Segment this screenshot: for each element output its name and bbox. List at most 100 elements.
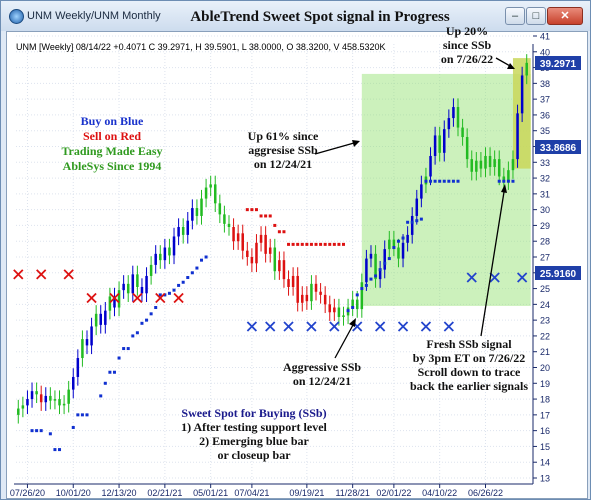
stop-dot-red: [337, 242, 341, 246]
stop-dot-red: [305, 242, 309, 246]
x-tick-label: 11/28/21: [335, 488, 369, 498]
stop-dot-blue: [58, 448, 62, 452]
candle-body: [378, 269, 382, 280]
candle-body: [420, 184, 423, 199]
price-tag-low-box: [535, 266, 581, 280]
y-tick-label: 25: [540, 284, 550, 294]
stop-dot-red: [268, 214, 272, 218]
stop-dot-blue: [511, 179, 515, 183]
sweet-spot-line3: or closeup bar: [217, 448, 291, 462]
candle-body: [195, 208, 199, 216]
stop-dot-blue: [447, 179, 451, 183]
candle-body: [360, 282, 364, 310]
x-mark-blue: [397, 321, 409, 332]
candle-body: [117, 290, 121, 308]
candle-body: [62, 403, 66, 406]
stop-dot-blue: [76, 413, 80, 417]
candle-body: [49, 395, 52, 401]
stop-dot-blue: [369, 277, 373, 281]
x-tick-label: 04/10/22: [422, 488, 457, 498]
candle-body: [90, 326, 93, 346]
app-icon: [9, 9, 24, 24]
stop-dot-blue: [131, 334, 135, 338]
stop-dot-blue: [30, 429, 34, 433]
candle-body: [17, 408, 20, 415]
x-mark-red-stroke: [13, 269, 24, 280]
x-mark-blue-stroke: [246, 321, 258, 332]
x-mark-blue-stroke: [516, 272, 528, 283]
candle-body: [71, 376, 75, 390]
candle-body: [39, 394, 43, 403]
stop-dot-blue: [401, 236, 405, 240]
candle-body: [433, 135, 437, 156]
sweet-spot-line2: 2) Emerging blue bar: [199, 434, 309, 448]
candle-body: [241, 233, 244, 251]
x-tick-label: 07/26/20: [10, 488, 45, 498]
stop-dot-red: [332, 242, 336, 246]
x-mark-red: [63, 269, 74, 280]
stop-dot-blue: [497, 179, 501, 183]
stop-dot-blue: [419, 217, 423, 221]
candle-body: [507, 170, 510, 182]
candle-body: [282, 260, 286, 280]
candle-body: [136, 274, 139, 287]
candle-body: [186, 220, 190, 235]
candle-body: [479, 160, 483, 169]
x-mark-red-stroke: [86, 292, 97, 304]
stop-dot-blue: [163, 293, 167, 297]
x-mark-blue-stroke: [265, 321, 276, 332]
price-tag-last: 39.2971: [535, 56, 581, 70]
candle-body: [488, 155, 492, 168]
y-tick-label: 40: [540, 47, 550, 57]
candle-body: [264, 234, 267, 254]
candle-body: [140, 286, 144, 294]
stop-dot-blue: [53, 448, 57, 452]
candle-body: [122, 283, 125, 291]
chart-frame[interactable]: [6, 31, 588, 499]
candle-body: [85, 339, 89, 346]
stop-dot-blue: [438, 179, 442, 183]
candle-body: [35, 391, 38, 395]
candle-body: [67, 389, 70, 404]
maximize-button[interactable]: □: [526, 7, 546, 25]
annotation-up61-line1: Up 61% since: [248, 129, 319, 143]
price-tag-low: 25.9160: [535, 266, 581, 280]
title-bar[interactable]: UNM Weekly/UNM Monthly – □ ✕: [1, 1, 590, 31]
annotation-up61-line3: on 12/24/21: [254, 157, 312, 171]
close-button[interactable]: ✕: [547, 7, 583, 25]
candle-body: [227, 223, 231, 228]
y-tick-label: 33: [540, 158, 550, 168]
grid-lines: [16, 35, 532, 484]
stop-dot-red: [250, 208, 254, 212]
annotation-fresh-line3: Scroll down to trace: [418, 365, 521, 379]
minimize-button[interactable]: –: [505, 7, 525, 25]
candle-body: [232, 227, 235, 242]
candle-body: [21, 405, 25, 409]
candle-body: [94, 313, 98, 327]
candle-body: [365, 258, 368, 283]
annotation-aggressive: Aggressive SSb on 12/24/21: [283, 360, 361, 388]
candle-body: [429, 155, 432, 177]
candle-body: [172, 236, 176, 256]
x-mark-red-stroke: [173, 292, 184, 304]
candle-body: [204, 187, 208, 199]
candle-body: [273, 247, 277, 272]
y-tick-label: 24: [540, 300, 550, 310]
stop-dot-blue: [502, 179, 506, 183]
stop-dot-red: [254, 208, 258, 212]
x-mark-red: [109, 292, 120, 304]
candle-body: [520, 75, 524, 114]
candle-body: [213, 184, 217, 204]
highlight-layer: [361, 58, 531, 306]
x-mark-blue-stroke: [489, 272, 500, 283]
arrow-fresh-head: [501, 184, 507, 193]
annotation-up20-line2: since SSb: [443, 38, 492, 52]
candle-body: [149, 264, 153, 276]
price-tag-last-text: 39.2971: [540, 59, 577, 70]
stop-dot-blue: [85, 413, 89, 417]
x-mark-blue-stroke: [443, 321, 454, 332]
candle-body: [159, 253, 162, 261]
y-tick-label: 22: [540, 331, 550, 341]
candle-body: [154, 253, 157, 265]
